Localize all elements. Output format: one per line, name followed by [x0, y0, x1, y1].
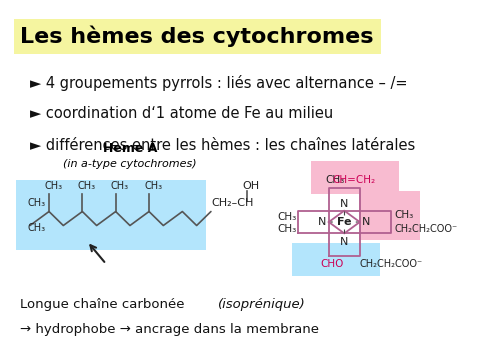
- Text: CH₃: CH₃: [28, 198, 46, 208]
- Text: CH₃: CH₃: [44, 181, 62, 191]
- Text: Heme A: Heme A: [103, 143, 157, 155]
- Text: CH₃: CH₃: [144, 181, 162, 191]
- Text: Fe: Fe: [337, 217, 351, 227]
- Text: ► différences entre les hèmes : les chaînes latérales: ► différences entre les hèmes : les chaî…: [30, 138, 415, 153]
- Text: ► 4 groupements pyrrols : liés avec alternance – /=: ► 4 groupements pyrrols : liés avec alte…: [30, 75, 407, 91]
- Text: CH₃: CH₃: [277, 224, 296, 234]
- Text: CH₃: CH₃: [394, 210, 414, 220]
- Text: N: N: [362, 217, 370, 227]
- Text: CH₂CH₂COO⁻: CH₂CH₂COO⁻: [394, 224, 458, 234]
- Text: ► coordination d‘1 atome de Fe au milieu: ► coordination d‘1 atome de Fe au milieu: [30, 107, 333, 121]
- Text: CH₃: CH₃: [326, 175, 344, 185]
- FancyBboxPatch shape: [16, 180, 206, 250]
- Text: CH=CH₂: CH=CH₂: [332, 175, 375, 185]
- Text: → hydrophobe → ancrage dans la membrane: → hydrophobe → ancrage dans la membrane: [20, 323, 320, 336]
- Text: CH₃: CH₃: [277, 213, 296, 222]
- Text: CH₃: CH₃: [111, 181, 129, 191]
- FancyBboxPatch shape: [358, 191, 420, 240]
- Text: Les hèmes des cytochromes: Les hèmes des cytochromes: [20, 26, 374, 47]
- Text: Longue chaîne carbonée: Longue chaîne carbonée: [20, 298, 189, 311]
- FancyBboxPatch shape: [311, 161, 399, 194]
- FancyBboxPatch shape: [292, 243, 380, 276]
- Text: CH₂–CH: CH₂–CH: [211, 198, 254, 208]
- Text: CH₃: CH₃: [28, 223, 46, 233]
- Text: N: N: [340, 199, 348, 209]
- Text: OH: OH: [242, 181, 259, 191]
- Text: (isoprénique): (isoprénique): [218, 298, 306, 311]
- Text: CH₂CH₂COO⁻: CH₂CH₂COO⁻: [360, 259, 423, 269]
- Text: N: N: [318, 217, 326, 227]
- Text: CHO: CHO: [320, 259, 344, 269]
- Text: CH₃: CH₃: [78, 181, 96, 191]
- Text: (in a-type cytochromes): (in a-type cytochromes): [63, 160, 197, 169]
- Text: N: N: [340, 237, 348, 247]
